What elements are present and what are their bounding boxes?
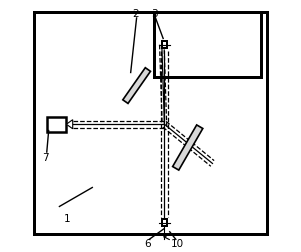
Text: 7: 7	[42, 152, 49, 163]
Bar	[162, 42, 167, 49]
Text: 6: 6	[145, 238, 151, 248]
Text: 1: 1	[64, 213, 70, 223]
Text: 10: 10	[170, 238, 184, 248]
Polygon shape	[123, 69, 150, 104]
Bar	[47, 117, 67, 132]
Bar	[34, 13, 267, 234]
Polygon shape	[67, 120, 73, 129]
Bar	[162, 219, 167, 227]
Text: 3: 3	[151, 9, 158, 19]
Text: 2: 2	[132, 9, 139, 19]
Bar	[154, 13, 261, 78]
Polygon shape	[173, 125, 203, 170]
